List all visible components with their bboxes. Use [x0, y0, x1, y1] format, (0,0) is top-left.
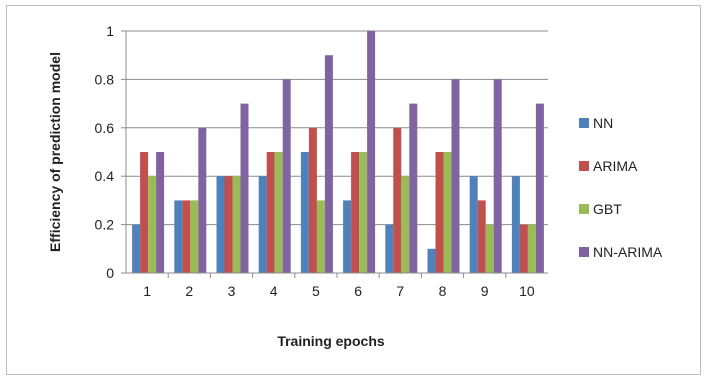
x-tick-label: 3 [228, 283, 236, 299]
x-tick-label: 2 [185, 283, 193, 299]
bar-nn-arima-8 [451, 79, 460, 274]
bar-nn-1 [132, 224, 141, 273]
chart-frame: 0 0.2 0.4 0.6 0.8 1 1 2 3 4 5 6 7 8 9 10 Efficiency of … [6, 5, 701, 375]
bars [132, 31, 544, 274]
bar-nn-10 [511, 176, 520, 273]
bar-nn-arima-3 [240, 103, 249, 273]
y-tick-label: 0.6 [95, 120, 115, 136]
bar-arima-7 [393, 127, 402, 273]
bar-nn-arima-9 [493, 79, 502, 274]
x-tick-label: 7 [396, 283, 404, 299]
bar-nn-arima-1 [156, 152, 165, 273]
legend: NN ARIMA GBT NN-ARIMA [579, 115, 663, 260]
bar-nn-8 [427, 248, 436, 273]
legend-swatch-nn [579, 118, 589, 128]
bar-nn-arima-6 [367, 31, 376, 273]
y-axis-title: Efficiency of prediction model [47, 52, 63, 252]
x-tick-label: 1 [143, 283, 151, 299]
legend-swatch-gbt [579, 204, 589, 214]
bar-arima-1 [140, 152, 149, 273]
bar-nn-9 [469, 176, 478, 273]
y-tick-label: 0 [106, 265, 114, 281]
x-tick-label: 9 [481, 283, 489, 299]
bar-arima-9 [477, 200, 486, 273]
bar-nn-6 [343, 200, 352, 273]
y-tick-label: 0.8 [95, 71, 115, 87]
legend-label: NN [593, 115, 613, 131]
bar-gbt-5 [316, 200, 325, 273]
bar-arima-6 [351, 152, 360, 273]
bar-nn-5 [300, 152, 309, 273]
bar-nn-arima-7 [409, 103, 418, 273]
bar-gbt-2 [190, 200, 199, 273]
bar-gbt-7 [401, 176, 410, 273]
bar-nn-arima-5 [324, 55, 333, 274]
x-tick-label: 8 [439, 283, 447, 299]
bar-gbt-1 [148, 176, 157, 273]
bar-gbt-8 [443, 152, 452, 273]
y-tick-label: 0.4 [95, 168, 115, 184]
bar-arima-8 [435, 152, 444, 273]
bar-arima-2 [182, 200, 191, 273]
bar-chart: 0 0.2 0.4 0.6 0.8 1 1 2 3 4 5 6 7 8 9 10 Efficiency of … [47, 23, 663, 349]
bar-nn-4 [258, 176, 267, 273]
bar-nn-2 [174, 200, 183, 273]
legend-label: NN-ARIMA [593, 244, 663, 260]
x-tick-label: 6 [354, 283, 362, 299]
bar-gbt-4 [274, 152, 283, 273]
legend-swatch-arima [579, 161, 589, 171]
gridlines [126, 30, 548, 226]
bar-gbt-10 [527, 224, 536, 273]
bar-nn-3 [216, 176, 225, 273]
legend-swatch-nn-arima [579, 247, 589, 257]
bar-arima-4 [266, 152, 275, 273]
bar-arima-5 [308, 127, 317, 273]
bar-gbt-6 [359, 152, 368, 273]
x-tick-label: 10 [519, 283, 535, 299]
bar-nn-7 [385, 224, 394, 273]
bar-arima-10 [519, 224, 528, 273]
x-tick-label: 4 [270, 283, 278, 299]
bar-arima-3 [224, 176, 233, 273]
bar-gbt-3 [232, 176, 241, 273]
bar-gbt-9 [485, 224, 494, 273]
y-tick-label: 0.2 [95, 217, 115, 233]
bar-nn-arima-2 [198, 127, 207, 273]
legend-label: ARIMA [593, 158, 638, 174]
bar-nn-arima-4 [282, 79, 291, 274]
x-tick-label: 5 [312, 283, 320, 299]
x-axis-title: Training epochs [277, 333, 385, 349]
y-tick-label: 1 [106, 23, 114, 39]
bar-nn-arima-10 [535, 103, 544, 273]
axes: 0 0.2 0.4 0.6 0.8 1 1 2 3 4 5 6 7 8 9 10 [95, 23, 548, 299]
legend-label: GBT [593, 201, 622, 217]
